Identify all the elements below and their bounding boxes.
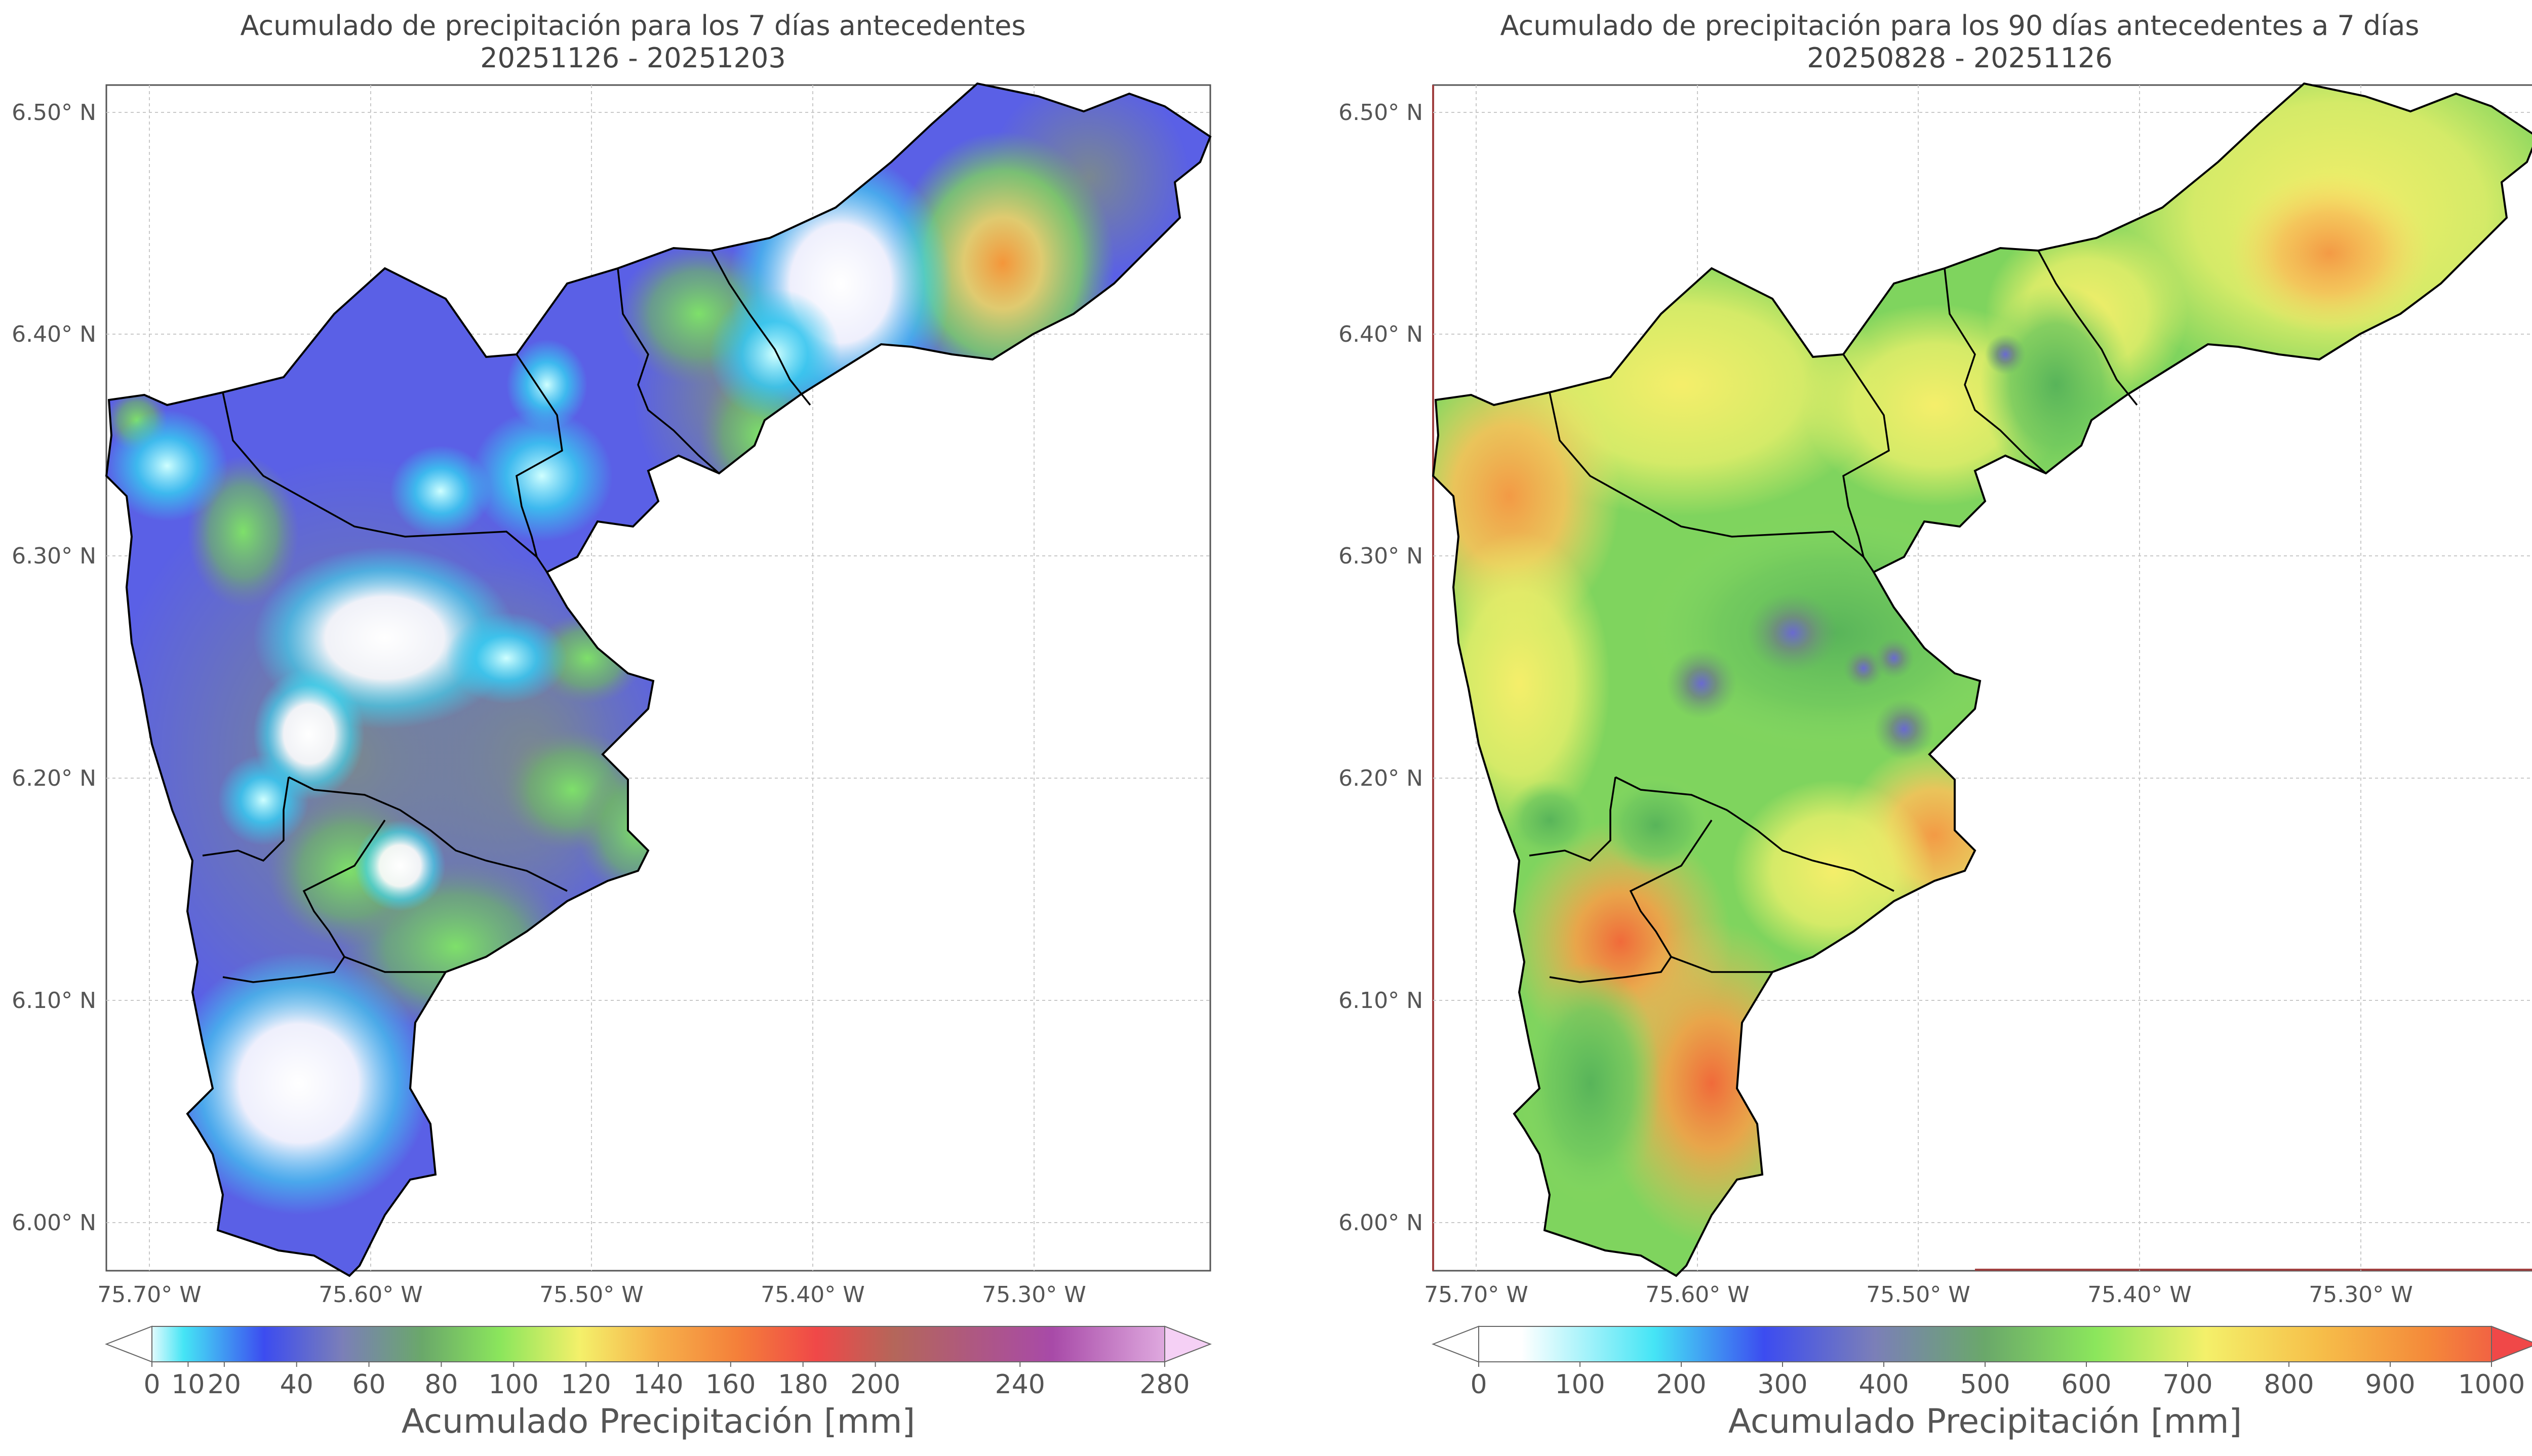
lon-ticks: 75.70° W 75.60° W 75.50° W 75.40° W 75.3… — [1424, 1282, 2412, 1308]
colorbar: 0 10 20 40 60 80 100 120 140 160 180 200 240 280 Acum… — [105, 1325, 1212, 1441]
colorbar-tick-label: 60 — [352, 1369, 385, 1400]
colorbar-tick-label: 20 — [208, 1369, 241, 1400]
panel-7-day: Acumulado de precipitación para los 7 dí… — [12, 10, 1212, 1441]
lon-tick: 75.30° W — [982, 1282, 1086, 1308]
panel-title: Acumulado de precipitación para los 7 dí… — [240, 10, 1026, 42]
colorbar-tick-label: 1000 — [2458, 1369, 2525, 1400]
lat-tick: 6.50° N — [1338, 100, 1423, 126]
lat-ticks: 6.50° N 6.40° N 6.30° N 6.20° N 6.10° N … — [12, 100, 96, 1236]
lon-tick: 75.60° W — [319, 1282, 422, 1308]
lon-tick: 75.70° W — [97, 1282, 201, 1308]
colorbar-tick-label: 800 — [2264, 1369, 2314, 1400]
colorbar-tick-label: 140 — [633, 1369, 683, 1400]
lat-ticks: 6.50° N 6.40° N 6.30° N 6.20° N 6.10° N … — [1338, 100, 1423, 1236]
colorbar-label: Acumulado Precipitación [mm] — [402, 1402, 915, 1441]
lat-tick: 6.40° N — [12, 321, 96, 347]
panel-title: Acumulado de precipitación para los 90 d… — [1500, 10, 2420, 42]
lat-tick: 6.20° N — [1338, 765, 1423, 791]
colorbar-tick-label: 40 — [280, 1369, 313, 1400]
colorbar-label: Acumulado Precipitación [mm] — [1728, 1402, 2242, 1441]
panel-date-range: 20250828 - 20251126 — [1807, 42, 2113, 74]
lon-ticks: 75.70° W 75.60° W 75.50° W 75.40° W 75.3… — [97, 1282, 1086, 1308]
lat-tick: 6.30° N — [12, 543, 96, 569]
panel-date-range: 20251126 - 20251203 — [480, 42, 786, 74]
lon-tick: 75.40° W — [2087, 1282, 2191, 1308]
map-90-day: 6.50° N 6.40° N 6.30° N 6.20° N 6.10° N … — [1338, 83, 2532, 1441]
lon-tick: 75.60° W — [1645, 1282, 1749, 1308]
colorbar-tick-label: 600 — [2061, 1369, 2111, 1400]
lon-tick: 75.40° W — [761, 1282, 864, 1308]
lat-tick: 6.10° N — [1338, 988, 1423, 1014]
lat-tick: 6.10° N — [12, 988, 96, 1014]
colorbar-tick-label: 120 — [561, 1369, 611, 1400]
colorbar-tick-label: 900 — [2365, 1369, 2415, 1400]
colorbar: 0 100 200 300 400 500 600 700 800 900 1000 Acumula… — [1432, 1325, 2532, 1441]
lat-tick: 6.00° N — [1338, 1210, 1423, 1236]
colorbar-tick-label: 100 — [1555, 1369, 1605, 1400]
colorbar-tick-label: 300 — [1757, 1369, 1807, 1400]
colorbar-ticks: 0 10 20 40 60 80 100 120 140 160 180 200 240 280 — [143, 1362, 1190, 1400]
lat-tick: 6.40° N — [1338, 321, 1423, 347]
lat-tick: 6.30° N — [1338, 543, 1423, 569]
map-7-day: 6.50° N 6.40° N 6.30° N 6.20° N 6.10° N … — [12, 83, 1212, 1441]
colorbar-tick-label: 10 — [171, 1369, 205, 1400]
municipality-boundaries — [202, 250, 811, 983]
colorbar-tick-label: 0 — [143, 1369, 160, 1400]
colorbar-tick-label: 80 — [424, 1369, 458, 1400]
lon-tick: 75.30° W — [2309, 1282, 2412, 1308]
colorbar-tick-label: 200 — [850, 1369, 900, 1400]
lat-tick: 6.20° N — [12, 765, 96, 791]
panel-90-day: Acumulado de precipitación para los 90 d… — [1327, 0, 2532, 1456]
colorbar-tick-label: 0 — [1470, 1369, 1487, 1400]
colorbar-tick-label: 500 — [1960, 1369, 2010, 1400]
lon-tick: 75.50° W — [539, 1282, 643, 1308]
colorbar-tick-label: 100 — [489, 1369, 539, 1400]
lat-tick: 6.50° N — [12, 100, 96, 126]
colorbar-tick-label: 400 — [1858, 1369, 1909, 1400]
municipality-boundaries — [1529, 250, 2138, 983]
colorbar-tick-label: 280 — [1139, 1369, 1190, 1400]
lat-tick: 6.00° N — [12, 1210, 96, 1236]
colorbar-tick-label: 240 — [995, 1369, 1045, 1400]
colorbar-tick-label: 700 — [2162, 1369, 2212, 1400]
lon-tick: 75.50° W — [1866, 1282, 1970, 1308]
lon-tick: 75.70° W — [1424, 1282, 1528, 1308]
colorbar-ticks: 0 100 200 300 400 500 600 700 800 900 1000 — [1470, 1362, 2525, 1400]
colorbar-tick-label: 180 — [778, 1369, 828, 1400]
colorbar-tick-label: 200 — [1656, 1369, 1706, 1400]
colorbar-tick-label: 160 — [705, 1369, 756, 1400]
